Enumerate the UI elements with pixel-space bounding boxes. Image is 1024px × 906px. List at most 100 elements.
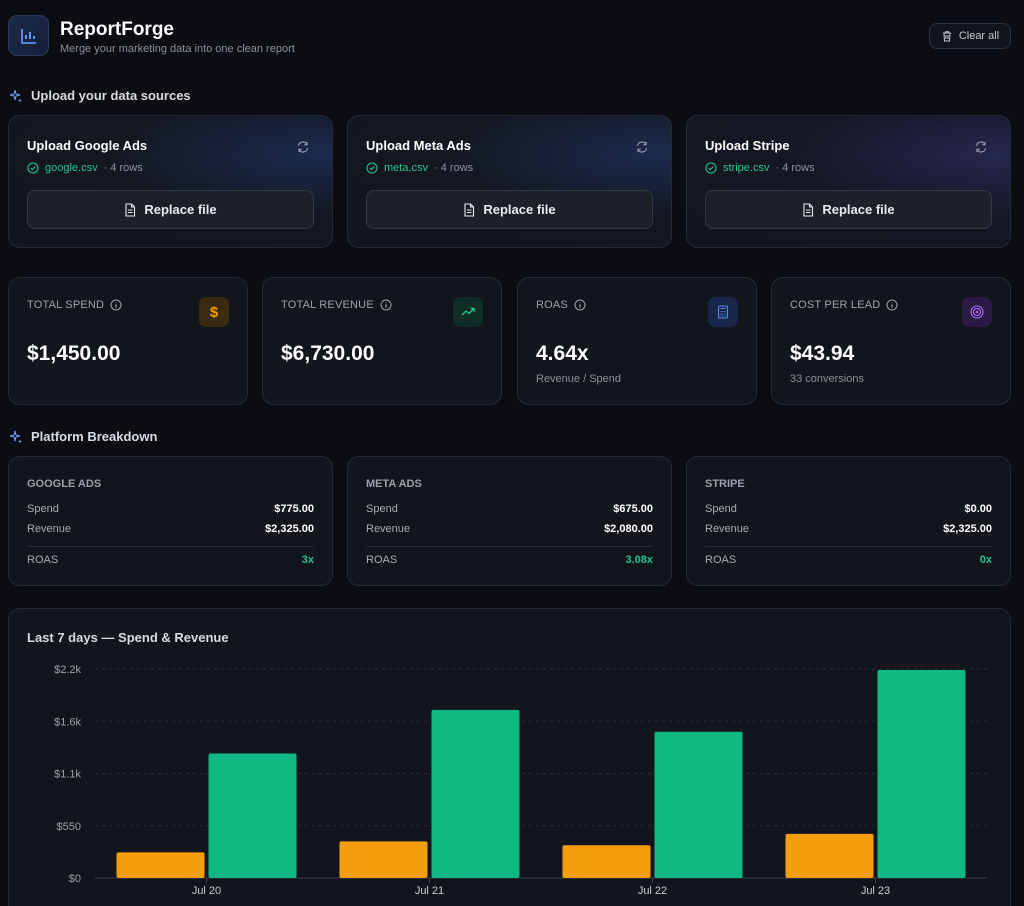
y-tick-label: $1.6k [54,716,81,728]
x-tick-label: Jul 22 [638,885,667,897]
file-name: meta.csv [384,162,429,174]
app-logo [8,15,49,56]
info-icon[interactable] [110,299,122,311]
sparkles-icon [9,430,22,443]
kpi-value: $43.94 [790,342,855,365]
revenue-label: Revenue [705,523,750,535]
refresh-icon[interactable] [635,140,649,154]
app-title: ReportForge [60,19,174,40]
spend-label: Spend [27,503,59,515]
revenue-label: Revenue [27,523,72,535]
divider [705,546,992,547]
spend-row: Spend $0.00 [705,503,992,515]
file-status: meta.csv · 4 rows [366,162,473,174]
kpi-subtext: 33 conversions [790,373,864,385]
kpi-label: COST PER LEAD [790,299,898,311]
replace-file-button[interactable]: Replace file [705,190,992,229]
platform-name: META ADS [366,478,422,490]
chart-title: Last 7 days — Spend & Revenue [27,630,229,645]
file-status: google.csv · 4 rows [27,162,143,174]
platform-name: GOOGLE ADS [27,478,102,490]
revenue-bar [877,669,966,878]
breakdown-section-label: Platform Breakdown [31,429,158,444]
spend-row: Spend $675.00 [366,503,653,515]
revenue-label: Revenue [366,523,411,535]
spend-value: $775.00 [274,503,314,515]
roas-value: 3.08x [625,554,653,566]
file-icon [803,202,814,217]
file-rows: · 4 rows [775,162,815,174]
kpi-label-text: ROAS [536,299,568,311]
roas-row: ROAS 3x [27,554,314,566]
platform-name: STRIPE [705,478,745,490]
y-tick-label: $2.2k [54,664,81,676]
clear-all-button[interactable]: Clear all [929,23,1011,49]
spend-bar [116,852,205,878]
file-rows: · 4 rows [434,162,474,174]
replace-file-label: Replace file [483,202,556,217]
platform-card-meta: META ADS Spend $675.00 Revenue $2,080.00 R… [347,456,672,586]
replace-file-label: Replace file [144,202,217,217]
spend-revenue-chart: $0 $550 $1.1k $1.6k $2.2k Jul 20 Jul 21 Jul 22 J… [54,664,987,897]
revenue-row: Revenue $2,325.00 [705,523,992,535]
spend-bar [785,833,874,878]
replace-file-button[interactable]: Replace file [366,190,653,229]
kpi-value: $1,450.00 [27,342,121,365]
revenue-bar [431,709,520,878]
kpi-label: TOTAL SPEND [27,299,122,311]
revenue-row: Revenue $2,325.00 [27,523,314,535]
kpi-cost-per-lead: COST PER LEAD $43.94 33 conversions [771,277,1011,405]
roas-label: ROAS [705,554,737,566]
clear-all-label: Clear all [958,30,1000,42]
upload-title: Upload Google Ads [27,138,148,153]
sparkles-icon [9,89,22,102]
revenue-bar [208,753,297,878]
upload-card-stripe: Upload Stripe stripe.csv · 4 rows Replac… [686,115,1011,248]
replace-file-label: Replace file [822,202,895,217]
upload-section-label: Upload your data sources [31,88,191,103]
trending-up-icon [453,297,483,327]
info-icon[interactable] [380,299,392,311]
kpi-total-spend: TOTAL SPEND $ $1,450.00 [8,277,248,405]
roas-row: ROAS 0x [705,554,992,566]
kpi-total-revenue: TOTAL REVENUE $6,730.00 [262,277,502,405]
kpi-label-text: COST PER LEAD [790,299,881,311]
kpi-value: 4.64x [536,342,589,365]
file-icon [125,202,136,217]
file-status: stripe.csv · 4 rows [705,162,815,174]
kpi-label-text: TOTAL REVENUE [281,299,374,311]
spend-label: Spend [366,503,398,515]
roas-label: ROAS [366,554,398,566]
dollar-icon: $ [199,297,229,327]
platform-card-google: GOOGLE ADS Spend $775.00 Revenue $2,325.00… [8,456,333,586]
y-tick-label: $550 [57,821,81,833]
divider [27,546,314,547]
kpi-roas: ROAS 4.64x Revenue / Spend [517,277,757,405]
kpi-label-text: TOTAL SPEND [27,299,105,311]
y-tick-label: $1.1k [54,769,81,781]
kpi-label: ROAS [536,299,586,311]
info-icon[interactable] [574,299,586,311]
trash-icon [942,31,951,42]
kpi-label: TOTAL REVENUE [281,299,392,311]
roas-row: ROAS 3.08x [366,554,653,566]
roas-value: 3x [301,554,314,566]
refresh-icon[interactable] [296,140,310,154]
app-header: ReportForge Merge your marketing data in… [8,15,1011,57]
y-tick-label: $0 [69,873,81,885]
file-name: google.csv [45,162,98,174]
breakdown-section-title: Platform Breakdown [9,429,157,444]
check-circle-icon [705,162,717,174]
replace-file-button[interactable]: Replace file [27,190,314,229]
check-circle-icon [27,162,39,174]
file-icon [464,202,475,217]
divider [366,546,653,547]
refresh-icon[interactable] [974,140,988,154]
file-name: stripe.csv [723,162,770,174]
spend-row: Spend $775.00 [27,503,314,515]
spend-revenue-chart-card: Last 7 days — Spend & Revenue $0 $550 $1.1… [8,608,1011,906]
revenue-row: Revenue $2,080.00 [366,523,653,535]
info-icon[interactable] [886,299,898,311]
roas-value: 0x [979,554,992,566]
app-subtitle: Merge your marketing data into one clean… [60,43,295,55]
